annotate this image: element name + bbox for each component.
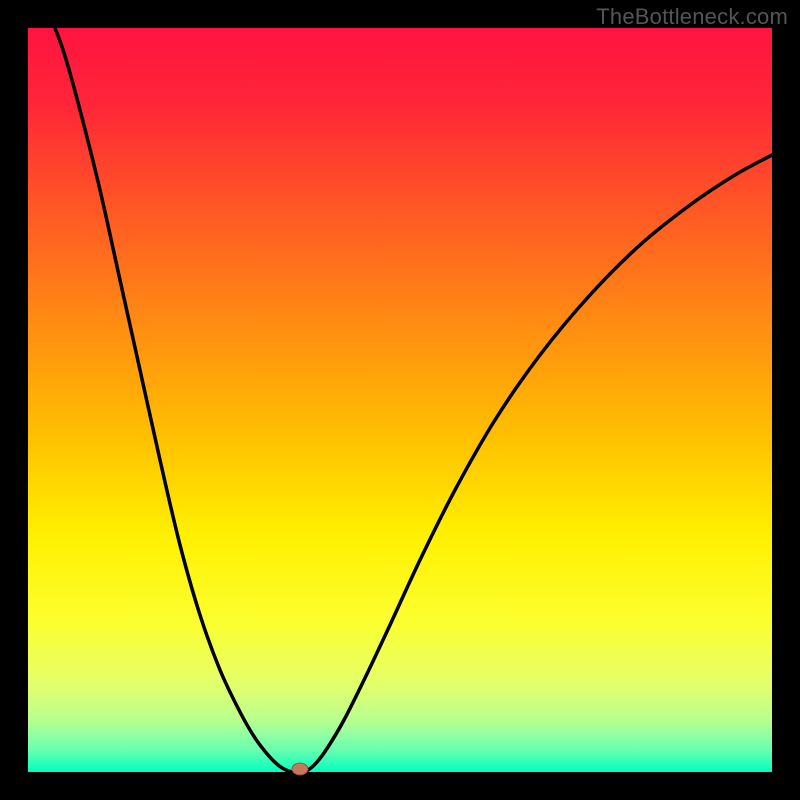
optimum-marker [292,763,308,775]
watermark-text: TheBottleneck.com [596,4,788,30]
bottleneck-chart: TheBottleneck.com [0,0,800,800]
gradient-plot-area [28,28,772,772]
chart-svg [0,0,800,800]
